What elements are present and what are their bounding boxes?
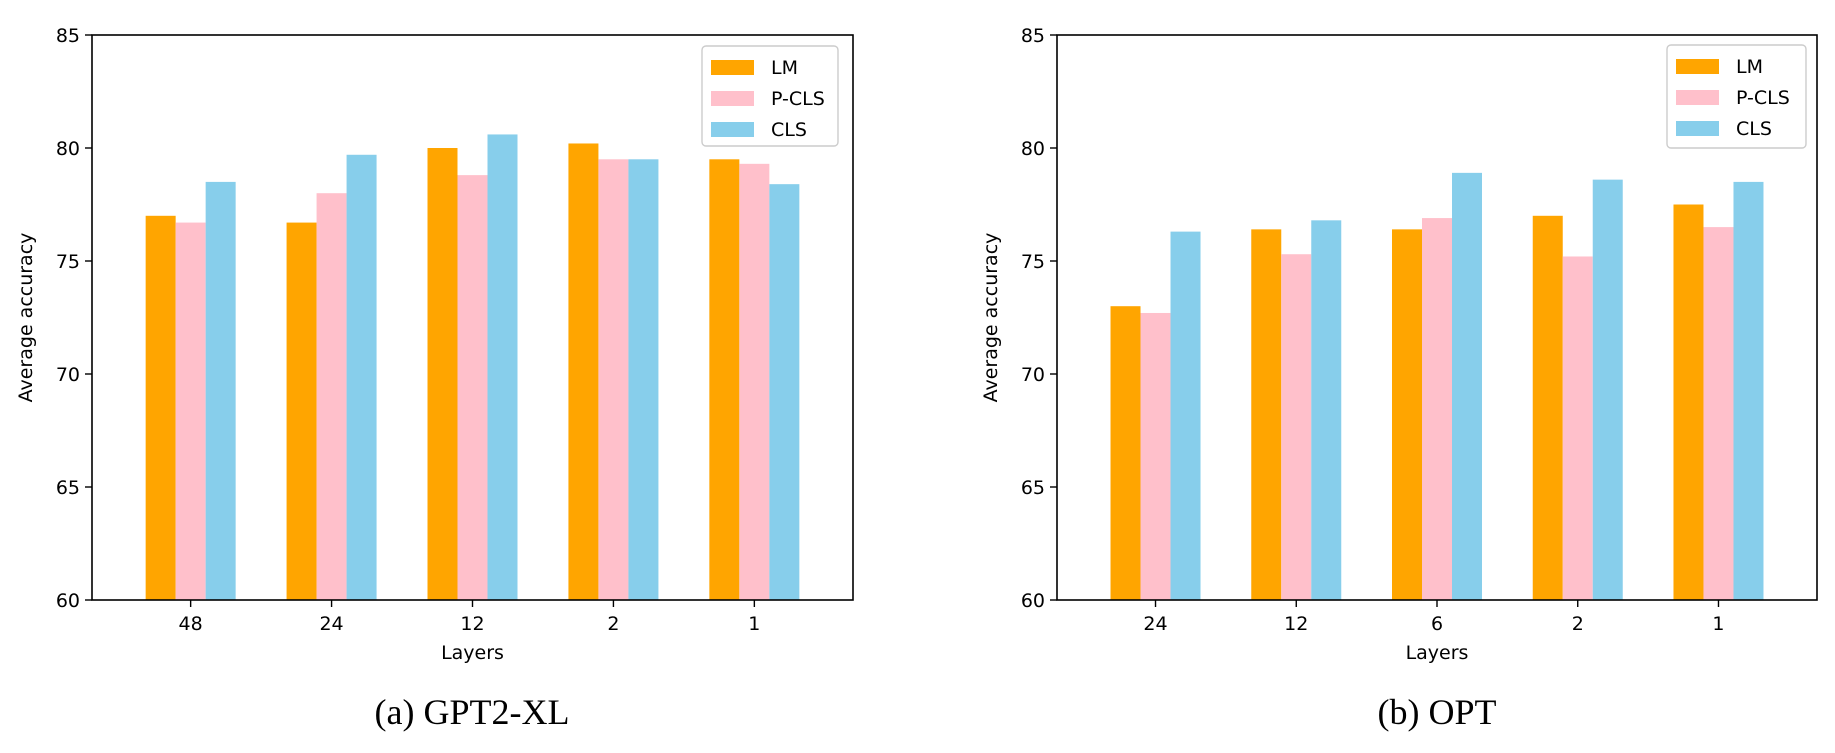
y-tick-label: 60 (56, 590, 80, 612)
figure-caption: (b) OPT (1378, 692, 1497, 732)
legend-swatch-lm (1676, 59, 1719, 74)
bar-p-cls-6 (1422, 218, 1452, 600)
x-tick-label: 1 (1712, 613, 1724, 635)
bar-p-cls-2 (1562, 256, 1593, 600)
bar-lm-1 (709, 159, 740, 601)
bar-p-cls-24 (316, 193, 347, 600)
y-tick-label: 60 (1021, 590, 1045, 612)
y-tick-label: 65 (1021, 477, 1045, 499)
bar-cls-2 (1592, 179, 1623, 600)
legend-swatch-p-cls (711, 91, 754, 106)
bar-p-cls-1 (739, 163, 770, 600)
bar-cls-24 (346, 154, 377, 600)
legend-label-cls: CLS (1736, 118, 1772, 140)
y-tick-label: 85 (1021, 25, 1045, 47)
bar-cls-1 (769, 184, 800, 600)
legend-swatch-cls (1676, 121, 1719, 136)
x-tick-label: 48 (179, 613, 203, 635)
legend-label-lm: LM (771, 57, 798, 79)
bar-lm-48 (145, 215, 176, 601)
bar-lm-6 (1392, 229, 1422, 601)
x-tick-label: 24 (319, 613, 343, 635)
bar-p-cls-12 (457, 175, 488, 600)
x-tick-label: 6 (1431, 613, 1443, 635)
y-axis-label: Average accuracy (15, 233, 37, 403)
bar-cls-2 (628, 159, 659, 601)
legend-swatch-lm (711, 60, 754, 75)
legend-swatch-cls (711, 122, 754, 137)
y-axis-label: Average accuracy (980, 233, 1002, 403)
legend-label-p-cls: P-CLS (1736, 87, 1790, 109)
x-axis-label: Layers (441, 642, 504, 664)
bar-cls-12 (1311, 220, 1342, 600)
bar-lm-24 (1110, 306, 1141, 600)
y-tick-label: 70 (1021, 364, 1045, 386)
bar-p-cls-48 (175, 222, 206, 600)
bar-cls-1 (1733, 181, 1764, 600)
y-tick-label: 75 (56, 251, 80, 273)
bar-p-cls-12 (1281, 254, 1312, 600)
y-tick-label: 80 (56, 138, 80, 160)
bar-p-cls-24 (1140, 312, 1171, 600)
legend: LM P-CLS CLS (701, 45, 839, 147)
bar-lm-1 (1673, 204, 1704, 600)
legend-label-lm: LM (1736, 56, 1763, 78)
x-tick-label: 12 (1284, 613, 1308, 635)
bar-lm-12 (427, 148, 458, 600)
y-tick-label: 75 (1021, 251, 1045, 273)
bar-lm-2 (1532, 215, 1563, 601)
legend-label-cls: CLS (771, 119, 807, 141)
x-tick-label: 1 (748, 613, 760, 635)
bar-cls-6 (1452, 172, 1482, 601)
x-axis-label: Layers (1406, 642, 1469, 664)
bar-lm-24 (286, 222, 317, 600)
x-tick-label: 2 (607, 613, 619, 635)
chart-panel-gpt2-xl: 60 65 70 75 80 85 48 24 12 2 1 Layers Average accura… (15, 25, 854, 732)
bar-lm-12 (1251, 229, 1282, 601)
bar-p-cls-2 (598, 159, 629, 601)
legend-swatch-p-cls (1676, 90, 1719, 105)
y-tick-label: 85 (56, 25, 80, 47)
x-tick-label: 2 (1572, 613, 1584, 635)
x-tick-label: 12 (460, 613, 484, 635)
bar-cls-12 (487, 134, 518, 600)
bar-p-cls-1 (1703, 227, 1734, 600)
bar-cls-24 (1170, 231, 1201, 600)
y-tick-label: 65 (56, 477, 80, 499)
legend-label-p-cls: P-CLS (771, 88, 825, 110)
x-tick-label: 24 (1143, 613, 1167, 635)
y-tick-label: 80 (1021, 138, 1045, 160)
legend: LM P-CLS CLS (1666, 44, 1807, 149)
bar-cls-48 (205, 181, 236, 600)
bar-lm-2 (568, 143, 599, 601)
figure-caption: (a) GPT2-XL (375, 692, 570, 732)
y-tick-label: 70 (56, 364, 80, 386)
chart-panel-opt: 60 65 70 75 80 85 24 12 6 2 1 Layers Average accurac… (980, 25, 1818, 732)
